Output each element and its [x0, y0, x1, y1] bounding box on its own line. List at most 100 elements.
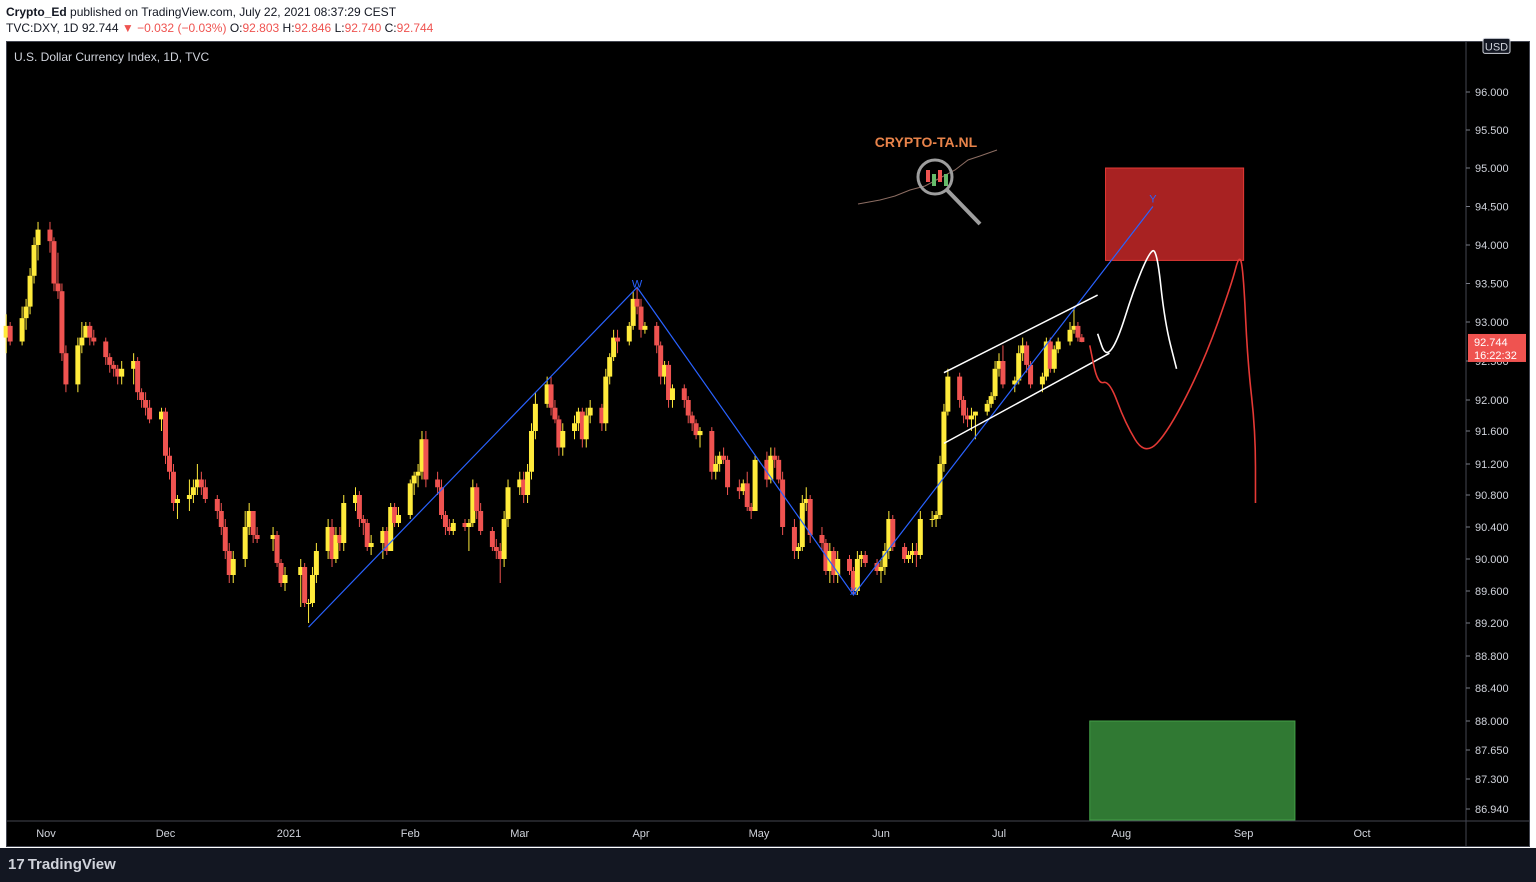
candle-body: [662, 364, 668, 377]
candle: [313, 543, 319, 583]
candle-body: [198, 479, 204, 488]
watermark-candle: [926, 170, 930, 182]
time-tick-label: Apr: [632, 828, 649, 840]
candle: [858, 551, 864, 567]
candle: [337, 527, 343, 551]
candle: [143, 392, 149, 416]
candle-body: [119, 368, 125, 377]
chart-pane[interactable]: [6, 41, 1530, 847]
candle-body: [780, 479, 786, 527]
candle-body: [218, 511, 224, 527]
price-tick-label: 91.600: [1475, 426, 1509, 438]
candle-body: [681, 388, 687, 400]
candle: [917, 511, 923, 559]
candle: [163, 407, 169, 464]
candle-body: [493, 547, 499, 551]
projection-path-red: [1088, 258, 1257, 503]
price-tick-label: 89.200: [1475, 618, 1509, 630]
candle: [630, 291, 636, 330]
candle: [75, 337, 81, 393]
candle-body: [752, 459, 758, 511]
candle: [599, 403, 605, 431]
price-tick-label: 89.600: [1475, 586, 1509, 598]
candle: [501, 511, 507, 567]
candle: [147, 400, 153, 424]
time-tick-label: 2021: [277, 828, 301, 840]
time-axis: Nov Dec 2021 Feb Mar Apr May Jun Jul Aug Sep Oct: [7, 820, 1529, 840]
candle-body: [638, 306, 644, 330]
candle: [831, 547, 837, 583]
candle-body: [250, 511, 256, 535]
candle-body: [803, 499, 809, 503]
last-price-label: 92.744: [1474, 337, 1508, 349]
candle-body: [725, 459, 731, 488]
candle: [992, 361, 998, 400]
candle-body: [174, 499, 180, 503]
candle-body: [450, 523, 456, 531]
candle-body: [135, 361, 141, 393]
candle-body: [83, 325, 89, 338]
candle: [478, 503, 484, 535]
candle-body: [1067, 329, 1073, 342]
price-tick-label: 90.000: [1475, 554, 1509, 566]
candle-body: [7, 325, 13, 342]
candle: [186, 479, 192, 511]
candle-body: [709, 431, 715, 472]
candle-body: [607, 357, 613, 377]
candle: [882, 543, 888, 575]
candle: [607, 353, 613, 385]
candle: [902, 543, 908, 563]
candle-body: [384, 531, 390, 551]
price-tick-label: 93.000: [1475, 317, 1509, 329]
price-tick-label: 91.200: [1475, 459, 1509, 471]
candle-body: [270, 535, 276, 539]
candle: [1079, 334, 1085, 343]
tradingview-logo-icon: 17: [8, 856, 25, 873]
tradingview-logo[interactable]: 17 TradingView: [8, 856, 116, 873]
candle: [450, 519, 456, 535]
candle-body: [791, 527, 797, 551]
candle: [83, 322, 89, 338]
candle-body: [1028, 364, 1034, 385]
candle-body: [478, 511, 484, 531]
candle-body: [717, 455, 723, 464]
candle-body: [166, 455, 172, 472]
price-tick-label: 88.400: [1475, 683, 1509, 695]
candle-body: [226, 551, 232, 575]
candle-body: [525, 471, 531, 495]
candle: [525, 464, 531, 503]
candle-body: [388, 507, 394, 551]
candle: [823, 539, 829, 575]
candle-body: [466, 523, 472, 527]
candle-body: [615, 337, 621, 342]
candle-body: [736, 487, 742, 492]
time-tick-label: Dec: [156, 828, 176, 840]
candle: [368, 535, 374, 555]
time-tick-label: Nov: [36, 828, 56, 840]
candle: [505, 479, 511, 527]
candle-body: [333, 535, 339, 559]
symbol-label: TVC:DXY, 1D: [6, 21, 79, 35]
candle: [23, 298, 29, 330]
candle: [1067, 322, 1073, 346]
candle-body: [823, 543, 829, 571]
candle: [945, 368, 951, 416]
candle-body: [87, 325, 93, 338]
candle-body: [740, 483, 746, 492]
low-label: L:: [334, 21, 345, 35]
candle: [965, 407, 971, 428]
candle-body: [446, 527, 452, 531]
candle-body: [392, 507, 398, 523]
publisher-name[interactable]: Crypto_Ed: [6, 5, 67, 19]
candle-body: [186, 495, 192, 499]
candle-body: [423, 439, 429, 480]
candle: [435, 471, 441, 495]
candle-body: [988, 396, 994, 404]
candle: [890, 515, 896, 551]
candles-layer: [3, 221, 1085, 623]
candle: [111, 361, 117, 377]
candle-body: [579, 411, 585, 440]
last-price-marker: [1468, 333, 1526, 362]
candle: [725, 455, 731, 495]
